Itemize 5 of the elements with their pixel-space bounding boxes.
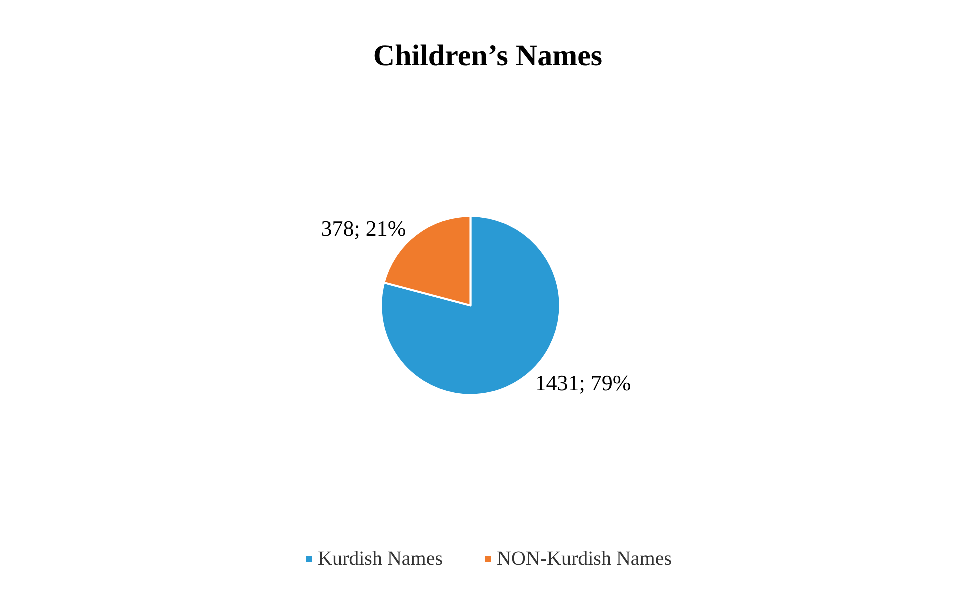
data-label: 1431; 79%: [535, 370, 632, 396]
legend-label: NON-Kurdish Names: [497, 548, 672, 570]
legend-label: Kurdish Names: [318, 548, 444, 570]
data-label: 378; 21%: [321, 216, 406, 241]
chart-title: Children’s Names: [373, 40, 603, 72]
